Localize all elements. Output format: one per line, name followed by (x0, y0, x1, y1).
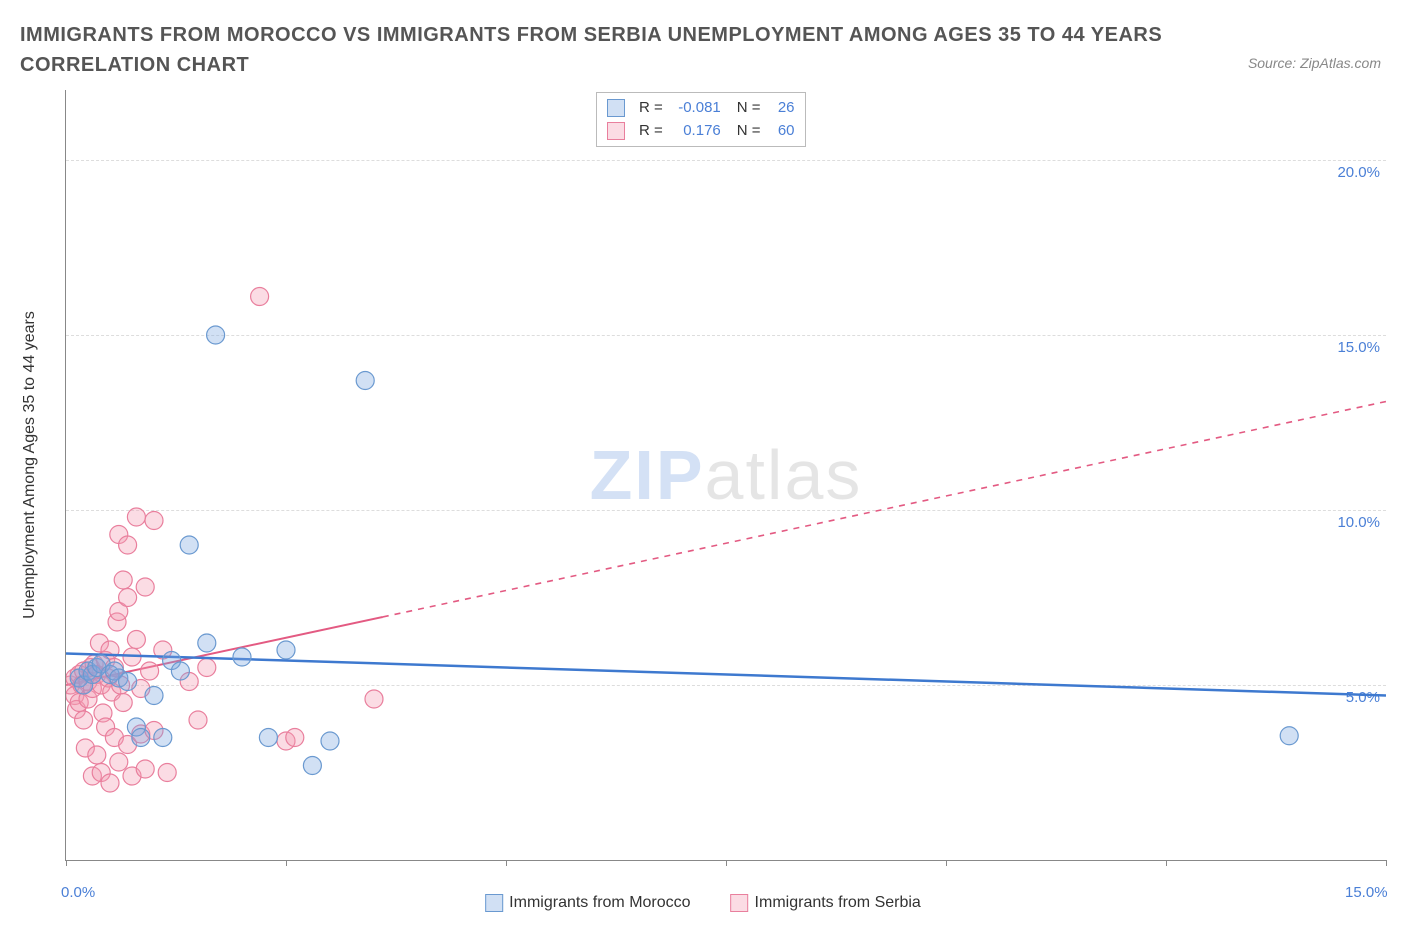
legend-label: Immigrants from Serbia (755, 894, 921, 911)
data-point (136, 760, 154, 778)
trend-line-dashed (383, 402, 1386, 617)
legend-r-label: R = (639, 97, 663, 120)
data-point (88, 746, 106, 764)
data-point (303, 757, 321, 775)
legend-label: Immigrants from Morocco (509, 894, 690, 911)
legend-n-label: N = (737, 120, 761, 143)
plot-area: ZIPatlas R =-0.081N =26R =0.176N =60 5.0… (65, 90, 1386, 861)
x-tick (66, 860, 67, 866)
data-point (136, 578, 154, 596)
chart-container: IMMIGRANTS FROM MOROCCO VS IMMIGRANTS FR… (0, 0, 1406, 930)
data-point (127, 631, 145, 649)
x-tick-label: 0.0% (61, 884, 95, 901)
data-point (141, 662, 159, 680)
legend-item: Immigrants from Serbia (731, 894, 921, 912)
data-point (75, 711, 93, 729)
data-point (110, 753, 128, 771)
y-axis-label: Unemployment Among Ages 35 to 44 years (21, 311, 39, 619)
data-point (180, 536, 198, 554)
x-tick (1386, 860, 1387, 866)
scatter-svg (66, 90, 1386, 860)
legend-r-label: R = (639, 120, 663, 143)
data-point (1280, 727, 1298, 745)
data-point (277, 641, 295, 659)
data-point (365, 690, 383, 708)
data-point (114, 694, 132, 712)
data-point (286, 729, 304, 747)
data-point (119, 589, 137, 607)
x-tick (726, 860, 727, 866)
data-point (198, 634, 216, 652)
data-point (119, 673, 137, 691)
x-tick (1166, 860, 1167, 866)
legend-row: R = -0.081 N = 26 (607, 97, 795, 120)
legend-r-value: -0.081 (671, 97, 721, 120)
data-point (189, 711, 207, 729)
legend-swatch (607, 99, 625, 117)
data-point (356, 372, 374, 390)
source-label: Source: ZipAtlas.com (1248, 55, 1381, 71)
data-point (119, 536, 137, 554)
data-point (251, 288, 269, 306)
chart-title: IMMIGRANTS FROM MOROCCO VS IMMIGRANTS FR… (20, 20, 1206, 80)
data-point (171, 662, 189, 680)
data-point (114, 571, 132, 589)
data-point (145, 512, 163, 530)
data-point (154, 729, 172, 747)
x-tick (946, 860, 947, 866)
legend-row: R = 0.176 N = 60 (607, 120, 795, 143)
series-legend: Immigrants from Morocco Immigrants from S… (485, 894, 921, 912)
trend-line-solid (66, 654, 1386, 696)
correlation-legend: R = -0.081 N = 26 R = 0.176 N = 60 (596, 92, 806, 147)
data-point (207, 326, 225, 344)
data-point (233, 648, 251, 666)
legend-item: Immigrants from Morocco (485, 894, 690, 912)
data-point (198, 659, 216, 677)
x-tick (506, 860, 507, 866)
legend-n-value: 26 (769, 97, 795, 120)
legend-r-value: 0.176 (671, 120, 721, 143)
x-tick-label: 15.0% (1345, 884, 1388, 901)
data-point (132, 729, 150, 747)
legend-swatch (485, 894, 503, 912)
legend-swatch (731, 894, 749, 912)
data-point (321, 732, 339, 750)
data-point (127, 508, 145, 526)
x-tick (286, 860, 287, 866)
legend-n-label: N = (737, 97, 761, 120)
data-point (145, 687, 163, 705)
legend-n-value: 60 (769, 120, 795, 143)
data-point (259, 729, 277, 747)
legend-swatch (607, 122, 625, 140)
data-point (101, 774, 119, 792)
data-point (158, 764, 176, 782)
